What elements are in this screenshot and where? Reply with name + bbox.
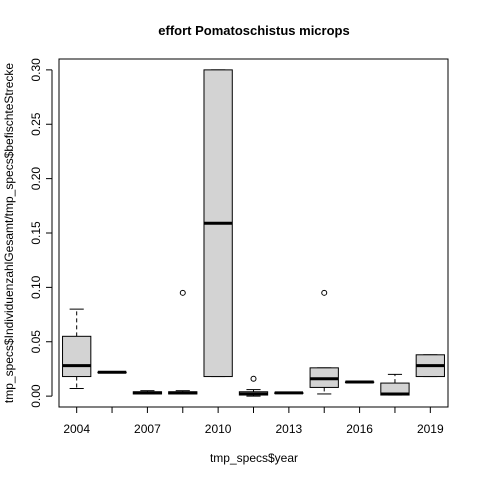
x-axis: 2004 2007 2010 2013 2016 2019 xyxy=(63,406,444,436)
box-group xyxy=(132,390,163,395)
box-group xyxy=(415,354,445,378)
box-group xyxy=(238,375,269,397)
y-tick-label: 0.30 xyxy=(29,58,43,82)
box-group xyxy=(62,308,92,390)
outlier-point xyxy=(250,375,257,382)
outlier-point xyxy=(321,289,328,296)
box-group xyxy=(309,289,339,395)
x-tick-label: 2016 xyxy=(346,422,373,436)
box-group xyxy=(203,69,233,378)
chart-title: effort Pomatoschistus microps xyxy=(158,23,349,38)
x-tick-label: 2010 xyxy=(205,422,232,436)
boxes-layer xyxy=(62,69,445,397)
y-axis-label: tmp_specs$IndividuenzahlGesamt/tmp_specs… xyxy=(2,63,16,404)
x-tick-label: 2013 xyxy=(276,422,303,436)
x-tick-label: 2004 xyxy=(63,422,90,436)
box-group xyxy=(344,380,375,384)
y-tick-label: 0.15 xyxy=(29,221,43,245)
y-tick-label: 0.25 xyxy=(29,112,43,136)
box-group xyxy=(274,391,304,395)
x-axis-label: tmp_specs$year xyxy=(210,451,298,465)
y-tick-label: 0.00 xyxy=(29,384,43,408)
outlier-point xyxy=(179,289,186,296)
x-tick-label: 2007 xyxy=(134,422,161,436)
y-tick-label: 0.20 xyxy=(29,167,43,191)
plot-frame xyxy=(58,58,449,408)
box-group xyxy=(168,289,198,395)
box-body xyxy=(62,335,92,378)
y-axis: 0.00 0.05 0.10 0.15 0.20 0.25 0.30 xyxy=(29,58,53,408)
box-group xyxy=(97,370,127,374)
x-tick-label: 2019 xyxy=(417,422,444,436)
y-tick-label: 0.10 xyxy=(29,275,43,299)
box-group xyxy=(380,373,410,396)
y-tick-label: 0.05 xyxy=(29,330,43,354)
